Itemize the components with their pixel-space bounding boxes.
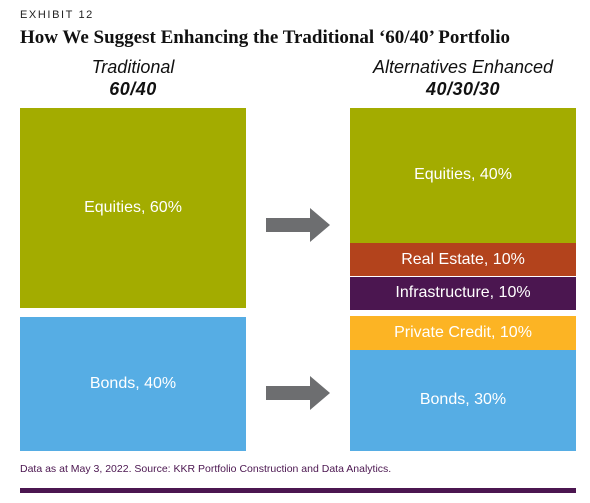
chart-title: How We Suggest Enhancing the Traditional… — [20, 27, 510, 48]
arrow-right-icon — [266, 376, 330, 410]
segment-bonds-traditional: Bonds, 40% — [20, 317, 246, 451]
segment-equities-enhanced: Equities, 40% — [350, 108, 576, 243]
segment-real-estate: Real Estate, 10% — [350, 242, 576, 277]
segment-equities-traditional: Equities, 60% — [20, 108, 246, 309]
traditional-header: Traditional 60/40 — [20, 58, 246, 98]
bottom-rule — [20, 488, 576, 493]
arrow-right-icon — [266, 208, 330, 242]
segment-bonds-enhanced: Bonds, 30% — [350, 349, 576, 451]
segment-private-credit: Private Credit, 10% — [350, 316, 576, 350]
segment-infrastructure: Infrastructure, 10% — [350, 276, 576, 311]
traditional-allocation: 60/40 — [109, 79, 157, 99]
exhibit-label: EXHIBIT 12 — [20, 9, 94, 21]
enhanced-header: Alternatives Enhanced 40/30/30 — [350, 58, 576, 98]
source-note: Data as at May 3, 2022. Source: KKR Port… — [20, 463, 392, 475]
enhanced-name: Alternatives Enhanced — [372, 57, 554, 77]
enhanced-allocation: 40/30/30 — [425, 79, 501, 99]
traditional-name: Traditional — [91, 57, 175, 77]
